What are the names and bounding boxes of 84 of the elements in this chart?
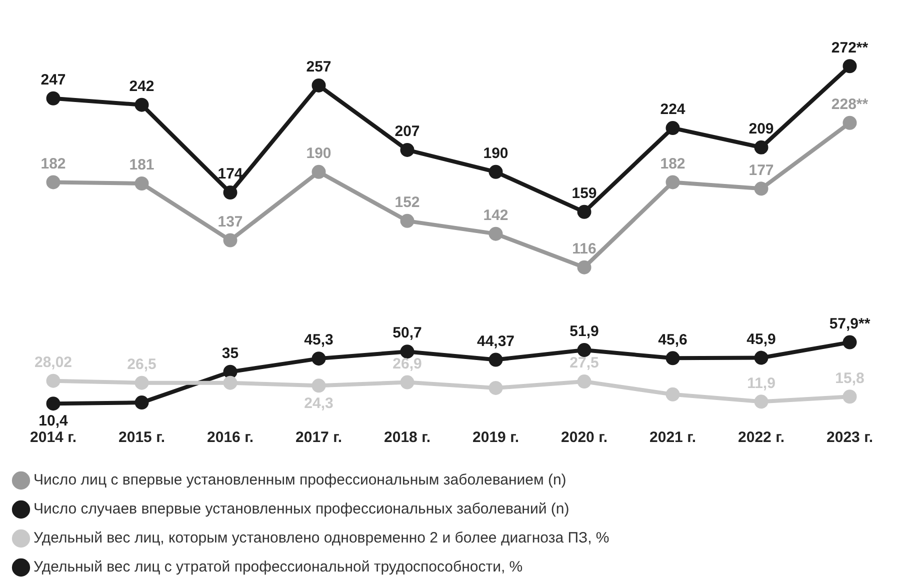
data-label: 10,4	[38, 412, 68, 430]
x-tick-label: 2023 г.	[826, 429, 873, 446]
data-label: 190	[483, 145, 508, 162]
point	[134, 396, 149, 410]
data-label: 116	[572, 240, 596, 258]
data-label: 45,9	[746, 330, 776, 348]
point	[666, 387, 680, 402]
data-label: 35	[222, 344, 239, 362]
point	[312, 352, 326, 366]
data-label: 159	[572, 185, 597, 202]
x-tick-label: 2017 г.	[296, 429, 342, 446]
data-label: 45,3	[304, 332, 334, 349]
point	[223, 233, 238, 248]
data-label: 247	[40, 72, 66, 89]
data-label: 181	[129, 156, 154, 174]
point	[400, 344, 414, 359]
legend-label: Число случаев впервые установленных профессиональных заболеваний (n)	[34, 500, 570, 518]
data-label: 174	[218, 166, 244, 183]
point	[312, 78, 326, 92]
point	[223, 186, 238, 200]
x-tick-label: 2015 г.	[118, 429, 165, 446]
point	[842, 59, 857, 74]
point	[400, 375, 414, 390]
data-label: 182	[40, 155, 66, 172]
x-tick-label: 2021 г.	[650, 429, 696, 446]
data-label: 45,6	[658, 331, 688, 348]
data-label: 137	[218, 213, 243, 230]
point	[754, 182, 768, 196]
x-tick-label: 2014 г.	[30, 429, 76, 446]
data-label: 51,9	[570, 323, 599, 340]
data-label: 177	[748, 162, 774, 179]
data-label: 190	[306, 145, 332, 162]
x-tick-label: 2022 г.	[738, 429, 784, 446]
point	[488, 226, 503, 241]
x-tick-label: 2020 г.	[561, 429, 608, 446]
data-label: 44,37	[476, 332, 515, 350]
point	[842, 116, 857, 130]
data-label: 224	[660, 101, 686, 118]
point	[577, 260, 592, 274]
point	[577, 374, 592, 389]
data-label: 209	[748, 120, 774, 138]
point	[754, 350, 768, 365]
point	[842, 335, 857, 350]
data-label: 228**	[831, 96, 868, 114]
point	[488, 380, 503, 395]
data-label: 242	[129, 78, 154, 95]
legend-label: Удельный вес лиц с утратой профессиональной трудоспособности, %	[34, 558, 523, 576]
x-tick-label: 2018 г.	[384, 429, 430, 446]
data-label: 50,7	[392, 324, 422, 342]
data-label: 142	[483, 206, 508, 224]
point	[842, 390, 857, 404]
point	[223, 364, 238, 379]
point	[666, 175, 680, 190]
data-label: 207	[394, 123, 420, 140]
point	[488, 164, 503, 179]
point	[400, 142, 414, 157]
legend-label: Число лиц с впервые установленным профессиональным заболеванием (n)	[34, 472, 566, 489]
point	[754, 394, 768, 409]
x-tick-label: 2019 г.	[472, 429, 519, 446]
point	[577, 204, 592, 219]
point	[666, 351, 680, 366]
point	[666, 121, 680, 136]
point	[46, 396, 60, 411]
point	[46, 91, 60, 106]
point	[400, 214, 414, 228]
point	[488, 352, 503, 367]
x-tick-label: 2016 г.	[207, 429, 254, 446]
point	[134, 176, 149, 191]
point	[46, 175, 60, 190]
point	[577, 343, 592, 358]
legend-label: Удельный вес лиц, которым установлено одновременно 2 и более диагноза ПЗ, %	[34, 530, 610, 547]
data-label: 57,9**	[829, 315, 870, 332]
data-label: 182	[660, 155, 686, 172]
point	[312, 378, 326, 393]
point	[134, 376, 149, 390]
point	[223, 376, 238, 390]
point	[312, 164, 326, 179]
data-label: 272**	[831, 39, 868, 56]
data-label: 152	[394, 194, 420, 212]
point	[46, 374, 60, 388]
point	[754, 140, 768, 154]
data-label: 257	[306, 58, 332, 76]
point	[134, 98, 149, 112]
data-label: 26,9	[392, 355, 422, 372]
